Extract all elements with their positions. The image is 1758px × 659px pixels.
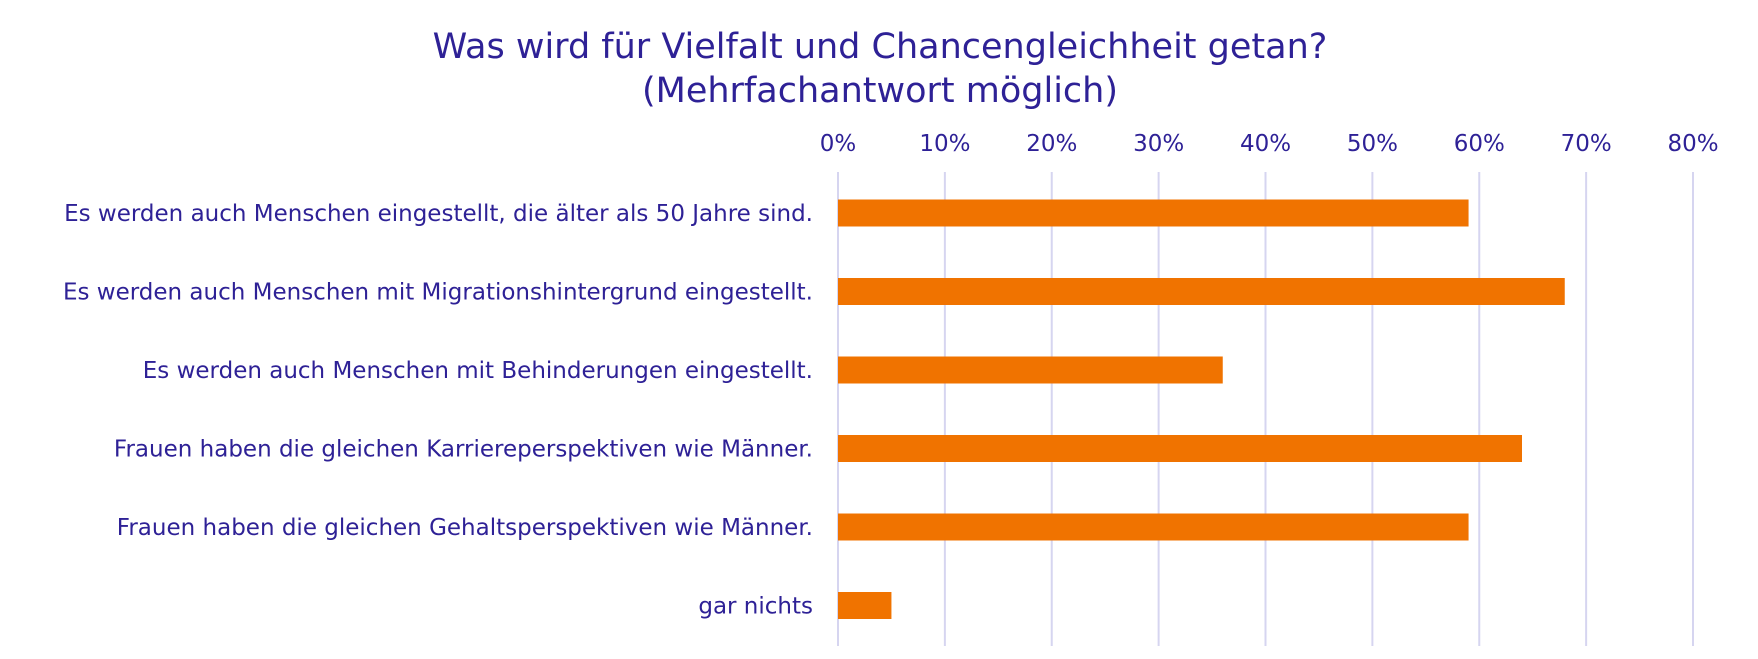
category-label: Es werden auch Menschen mit Migrationshi…: [63, 280, 813, 306]
gridlines: [837, 172, 1694, 646]
x-tick-label: 50%: [1347, 131, 1398, 157]
bar: [838, 592, 892, 619]
x-tick-label: 80%: [1667, 131, 1718, 157]
x-tick-label: 60%: [1454, 131, 1505, 157]
bar: [838, 356, 1223, 384]
bar: [838, 278, 1565, 305]
category-label: gar nichts: [698, 594, 813, 620]
x-tick-label: 70%: [1561, 131, 1612, 157]
x-axis-ticks: 0% 10% 20% 30% 40% 50% 60% 70% 80%: [820, 131, 1719, 157]
bars: [838, 199, 1565, 619]
x-tick-label: 30%: [1133, 131, 1184, 157]
category-label: Frauen haben die gleichen Gehaltsperspek…: [117, 515, 813, 541]
bar: [838, 199, 1469, 227]
category-label: Es werden auch Menschen mit Behinderunge…: [143, 358, 813, 384]
bar: [838, 435, 1522, 462]
x-tick-label: 20%: [1026, 131, 1077, 157]
x-tick-label: 0%: [820, 131, 857, 157]
category-label: Es werden auch Menschen eingestellt, die…: [64, 201, 813, 227]
chart-title-line-1: Was wird für Vielfalt und Chancengleichh…: [433, 27, 1328, 67]
category-labels: Es werden auch Menschen eingestellt, die…: [63, 201, 813, 620]
bar: [838, 513, 1469, 541]
x-tick-label: 40%: [1240, 131, 1291, 157]
chart-title-line-2: (Mehrfachantwort möglich): [642, 71, 1118, 111]
category-label: Frauen haben die gleichen Karriereperspe…: [114, 437, 813, 463]
x-tick-label: 10%: [919, 131, 970, 157]
chart-title: Was wird für Vielfalt und Chancengleichh…: [433, 27, 1328, 111]
